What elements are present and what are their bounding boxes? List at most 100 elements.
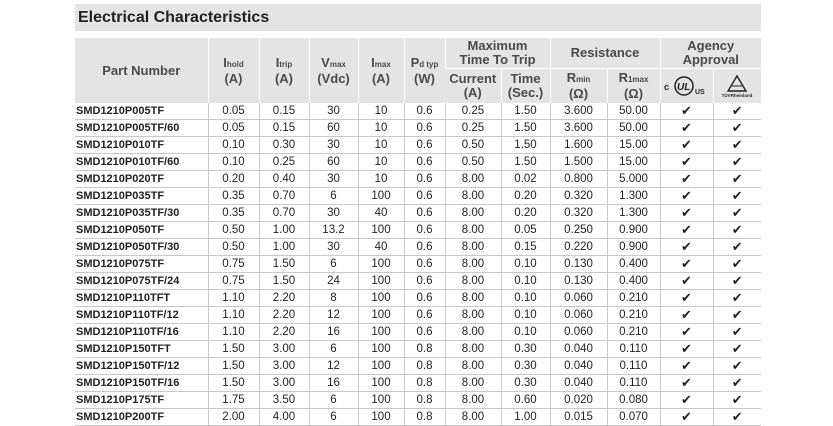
cell-imax: 10 <box>357 119 404 137</box>
table-row: SMD1210P110TF/16 1.10 2.20 16 100 0.6 8.00 0.10… <box>75 323 761 341</box>
cell-itrip: 0.70 <box>258 187 309 205</box>
cell-vmax: 30 <box>308 136 358 154</box>
cell-ihold: 1.10 <box>207 323 259 341</box>
cell-r1max: 0.070 <box>606 408 660 426</box>
electrical-characteristics-table: Part Number Ihold (A) Itrip (A) Vmax (Vd… <box>75 38 761 426</box>
cell-imax: 100 <box>357 255 404 273</box>
cell-trip-current: 0.50 <box>444 136 501 154</box>
cell-itrip: 1.00 <box>258 238 309 256</box>
header-imax: Imax (A) <box>357 38 404 103</box>
cell-ul-approved-check-icon: ✔ <box>659 408 713 426</box>
cell-ul-approved-check-icon: ✔ <box>659 238 713 256</box>
table-row: SMD1210P200TF 2.00 4.00 6 100 0.8 8.00 1.00 0.01… <box>75 408 761 426</box>
cell-vmax: 12 <box>308 357 358 375</box>
svg-text:UL: UL <box>677 82 690 93</box>
cell-ihold: 0.20 <box>207 170 259 188</box>
cell-part-number: SMD1210P175TF <box>75 391 208 409</box>
cell-part-number: SMD1210P035TF/30 <box>75 204 208 222</box>
cell-vmax: 6 <box>308 255 358 273</box>
cell-pd-typ: 0.6 <box>403 289 445 307</box>
cell-trip-current: 8.00 <box>444 340 501 358</box>
cell-part-number: SMD1210P050TF/30 <box>75 238 208 256</box>
table-row: SMD1210P110TF/12 1.10 2.20 12 100 0.6 8.00 0.10… <box>75 306 761 324</box>
cell-trip-time: 0.30 <box>500 340 550 358</box>
cell-r1max: 0.210 <box>606 306 660 324</box>
cell-pd-typ: 0.6 <box>403 221 445 239</box>
cell-vmax: 6 <box>308 408 358 426</box>
cell-rmin: 0.060 <box>549 306 607 324</box>
cell-part-number: SMD1210P010TF/60 <box>75 153 208 171</box>
cell-itrip: 2.20 <box>258 289 309 307</box>
svg-text:US: US <box>695 89 705 96</box>
cell-r1max: 50.00 <box>606 103 660 120</box>
cell-tuv-approved-check-icon: ✔ <box>712 103 761 120</box>
cell-rmin: 0.040 <box>549 340 607 358</box>
cell-tuv-approved-check-icon: ✔ <box>712 306 761 324</box>
header-itrip: Itrip (A) <box>258 38 309 103</box>
cell-part-number: SMD1210P150TF/12 <box>75 357 208 375</box>
svg-text:TÜVRheinland: TÜVRheinland <box>722 92 753 98</box>
cell-ihold: 0.05 <box>207 119 259 137</box>
cell-trip-current: 8.00 <box>444 221 501 239</box>
cell-imax: 10 <box>357 136 404 154</box>
cell-tuv-approved-check-icon: ✔ <box>712 204 761 222</box>
cell-trip-time: 0.10 <box>500 323 550 341</box>
cell-ul-approved-check-icon: ✔ <box>659 306 713 324</box>
cell-imax: 100 <box>357 374 404 392</box>
cell-trip-current: 8.00 <box>444 408 501 426</box>
cell-tuv-approved-check-icon: ✔ <box>712 255 761 273</box>
table-row: SMD1210P050TF 0.50 1.00 13.2 100 0.6 8.00 0.05 0… <box>75 221 761 239</box>
cell-part-number: SMD1210P035TF <box>75 187 208 205</box>
cell-rmin: 3.600 <box>549 119 607 137</box>
cell-itrip: 3.00 <box>258 357 309 375</box>
cell-pd-typ: 0.6 <box>403 272 445 290</box>
cell-vmax: 13.2 <box>308 221 358 239</box>
cell-trip-time: 0.10 <box>500 306 550 324</box>
cell-part-number: SMD1210P050TF <box>75 221 208 239</box>
cell-ihold: 1.10 <box>207 289 259 307</box>
cell-imax: 40 <box>357 238 404 256</box>
cell-ihold: 2.00 <box>207 408 259 426</box>
cell-pd-typ: 0.6 <box>403 103 445 120</box>
cell-tuv-approved-check-icon: ✔ <box>712 272 761 290</box>
cell-itrip: 4.00 <box>258 408 309 426</box>
cell-rmin: 0.130 <box>549 255 607 273</box>
cell-pd-typ: 0.8 <box>403 357 445 375</box>
cell-rmin: 1.500 <box>549 153 607 171</box>
cell-vmax: 60 <box>308 153 358 171</box>
cell-r1max: 0.400 <box>606 272 660 290</box>
cell-vmax: 8 <box>308 289 358 307</box>
cell-r1max: 15.00 <box>606 153 660 171</box>
cell-r1max: 0.900 <box>606 221 660 239</box>
cell-trip-current: 8.00 <box>444 306 501 324</box>
cell-trip-time: 1.50 <box>500 136 550 154</box>
table-row: SMD1210P035TF/30 0.35 0.70 30 40 0.6 8.00 0.20 0… <box>75 204 761 222</box>
cell-part-number: SMD1210P010TF <box>75 136 208 154</box>
cell-trip-current: 0.25 <box>444 119 501 137</box>
cell-imax: 100 <box>357 289 404 307</box>
cell-ul-approved-check-icon: ✔ <box>659 272 713 290</box>
cell-rmin: 0.020 <box>549 391 607 409</box>
cell-trip-current: 8.00 <box>444 238 501 256</box>
cell-trip-time: 0.20 <box>500 204 550 222</box>
cell-rmin: 0.800 <box>549 170 607 188</box>
cell-r1max: 0.080 <box>606 391 660 409</box>
cell-itrip: 1.50 <box>258 272 309 290</box>
header-resistance: Resistance <box>549 38 660 69</box>
svg-text:c: c <box>664 82 669 92</box>
cell-trip-current: 8.00 <box>444 289 501 307</box>
cell-imax: 100 <box>357 306 404 324</box>
cell-pd-typ: 0.6 <box>403 153 445 171</box>
cell-ihold: 1.50 <box>207 357 259 375</box>
header-ihold: Ihold (A) <box>207 38 259 103</box>
cell-rmin: 0.060 <box>549 323 607 341</box>
cell-ul-approved-check-icon: ✔ <box>659 255 713 273</box>
cell-ihold: 1.10 <box>207 306 259 324</box>
cell-pd-typ: 0.6 <box>403 119 445 137</box>
cell-imax: 10 <box>357 170 404 188</box>
cell-part-number: SMD1210P075TF/24 <box>75 272 208 290</box>
cell-imax: 100 <box>357 408 404 426</box>
cell-tuv-approved-check-icon: ✔ <box>712 238 761 256</box>
header-r1max: R1max (Ω) <box>606 68 660 103</box>
cell-ihold: 0.35 <box>207 187 259 205</box>
